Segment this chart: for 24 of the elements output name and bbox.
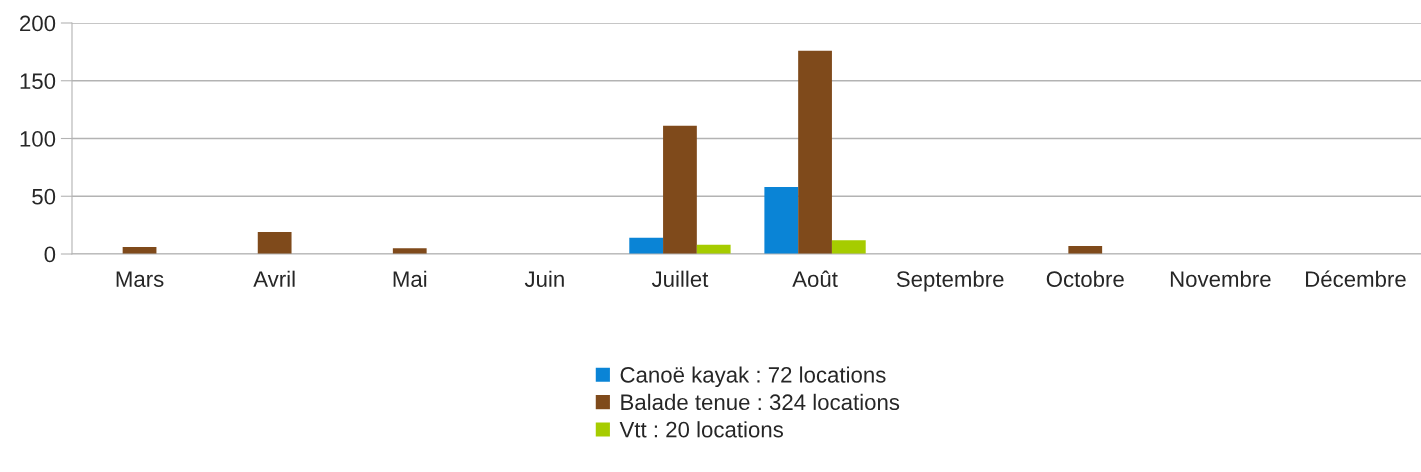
x-tick-label: Novembre [1170,270,1271,287]
y-tick-label: 200 [20,15,56,32]
bar [798,50,832,254]
x-tick-label: Juillet [651,270,709,287]
y-tick-label: 100 [20,131,56,147]
bar [663,125,697,254]
x-tick-label: Avril [253,270,295,287]
bar [257,232,292,254]
legend-label: Vtt : 20 locations [619,421,783,438]
legend-label: Canoë kayak : 72 locations [620,366,886,388]
x-tick-label: Juin [524,270,564,287]
x-tick-label: Octobre [1046,270,1124,287]
y-tick-label: 50 [32,188,56,205]
x-tick-label: Septembre [896,270,1004,292]
x-tick-label: Décembre [1306,270,1406,287]
y-tick-label: 0 [44,246,56,263]
x-tick-label: Mai [393,270,427,287]
y-tick-label: 150 [20,73,56,90]
bar [629,237,664,254]
bar [764,187,799,254]
x-tick-label: Août [792,270,838,287]
x-tick-label: Mars [116,271,164,287]
legend-label: Balade tenue : 324 locations [621,393,900,411]
bar [831,240,866,254]
